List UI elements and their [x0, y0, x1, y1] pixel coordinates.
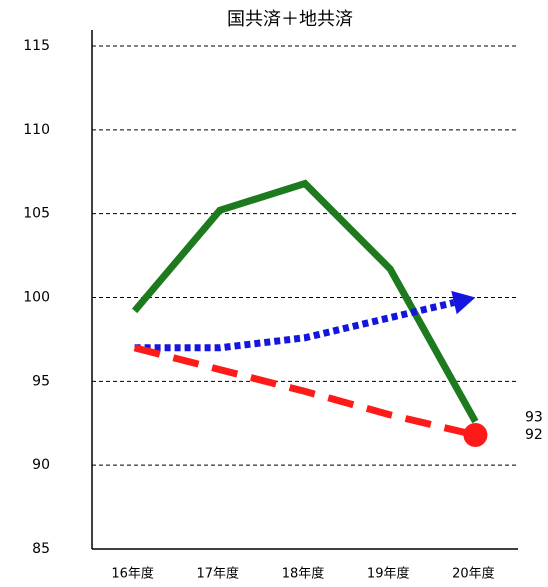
y-tick-label: 110	[23, 122, 50, 138]
data-label: 92	[525, 427, 543, 443]
chart-title: 国共済＋地共済	[227, 9, 353, 30]
arrow-head	[451, 290, 476, 315]
x-tick-label: 19年度	[367, 566, 410, 582]
series-line	[131, 179, 479, 424]
y-tick-label: 90	[32, 457, 50, 473]
y-tick-label: 85	[32, 541, 50, 557]
y-tick-label: 105	[23, 206, 50, 222]
end-marker	[463, 422, 488, 447]
x-tick-label: 20年度	[452, 566, 495, 582]
y-tick-label: 100	[23, 290, 50, 306]
series-line	[133, 344, 477, 439]
y-tick-label: 115	[23, 38, 50, 54]
x-tick-label: 16年度	[111, 566, 154, 582]
x-tick-label: 18年度	[282, 566, 325, 582]
data-label: 93	[525, 410, 543, 426]
y-tick-label: 95	[32, 373, 50, 389]
series-line	[134, 299, 455, 352]
x-tick-label: 17年度	[197, 566, 240, 582]
